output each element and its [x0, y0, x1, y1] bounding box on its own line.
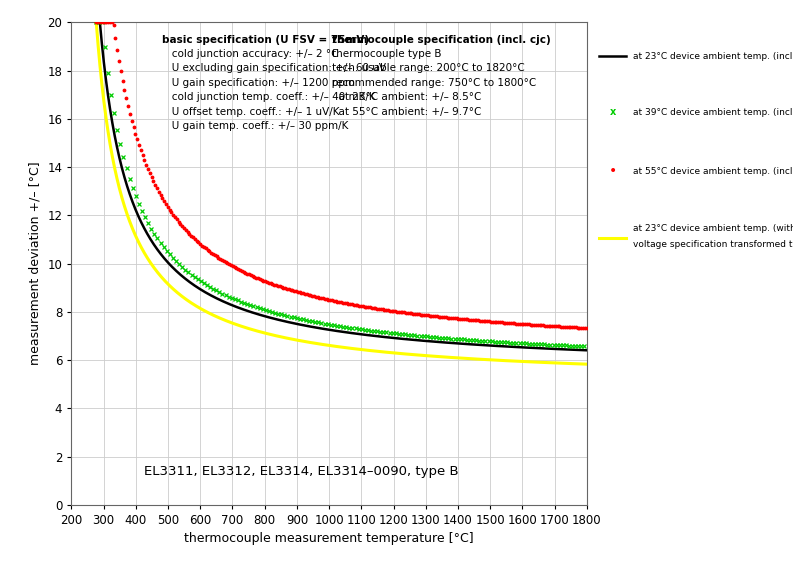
Text: x: x [610, 107, 615, 117]
Text: at 39°C device ambient temp. (incl. cjc): at 39°C device ambient temp. (incl. cjc) [633, 108, 793, 117]
X-axis label: thermocouple measurement temperature [°C]: thermocouple measurement temperature [°C… [184, 532, 474, 545]
Text: EL3311, EL3312, EL3314, EL3314–0090, type B: EL3311, EL3312, EL3314, EL3314–0090, typ… [144, 466, 458, 479]
Text: at 23°C device ambient temp. (without cjc),: at 23°C device ambient temp. (without cj… [633, 224, 793, 233]
Text: at 55°C device ambient temp. (incl. cjc): at 55°C device ambient temp. (incl. cjc) [633, 167, 793, 176]
Y-axis label: measurement deviation +/– [°C]: measurement deviation +/– [°C] [29, 162, 42, 365]
Text: thermocouple type B
tech. usable range: 200°C to 1820°C
recommended range: 750°C: thermocouple type B tech. usable range: … [331, 49, 536, 117]
Text: basic specification (U FSV = 75mV): basic specification (U FSV = 75mV) [162, 35, 369, 44]
Text: thermocouple specification (incl. cjc): thermocouple specification (incl. cjc) [331, 35, 550, 44]
Text: •: • [608, 164, 617, 178]
Text: cold junction accuracy: +/– 2 °C
   U excluding gain specification: +/– 60 uV
  : cold junction accuracy: +/– 2 °C U exclu… [162, 49, 385, 131]
Text: voltage specification transformed to temp.: voltage specification transformed to tem… [633, 240, 793, 249]
Text: at 23°C device ambient temp. (incl. cjc): at 23°C device ambient temp. (incl. cjc) [633, 52, 793, 61]
